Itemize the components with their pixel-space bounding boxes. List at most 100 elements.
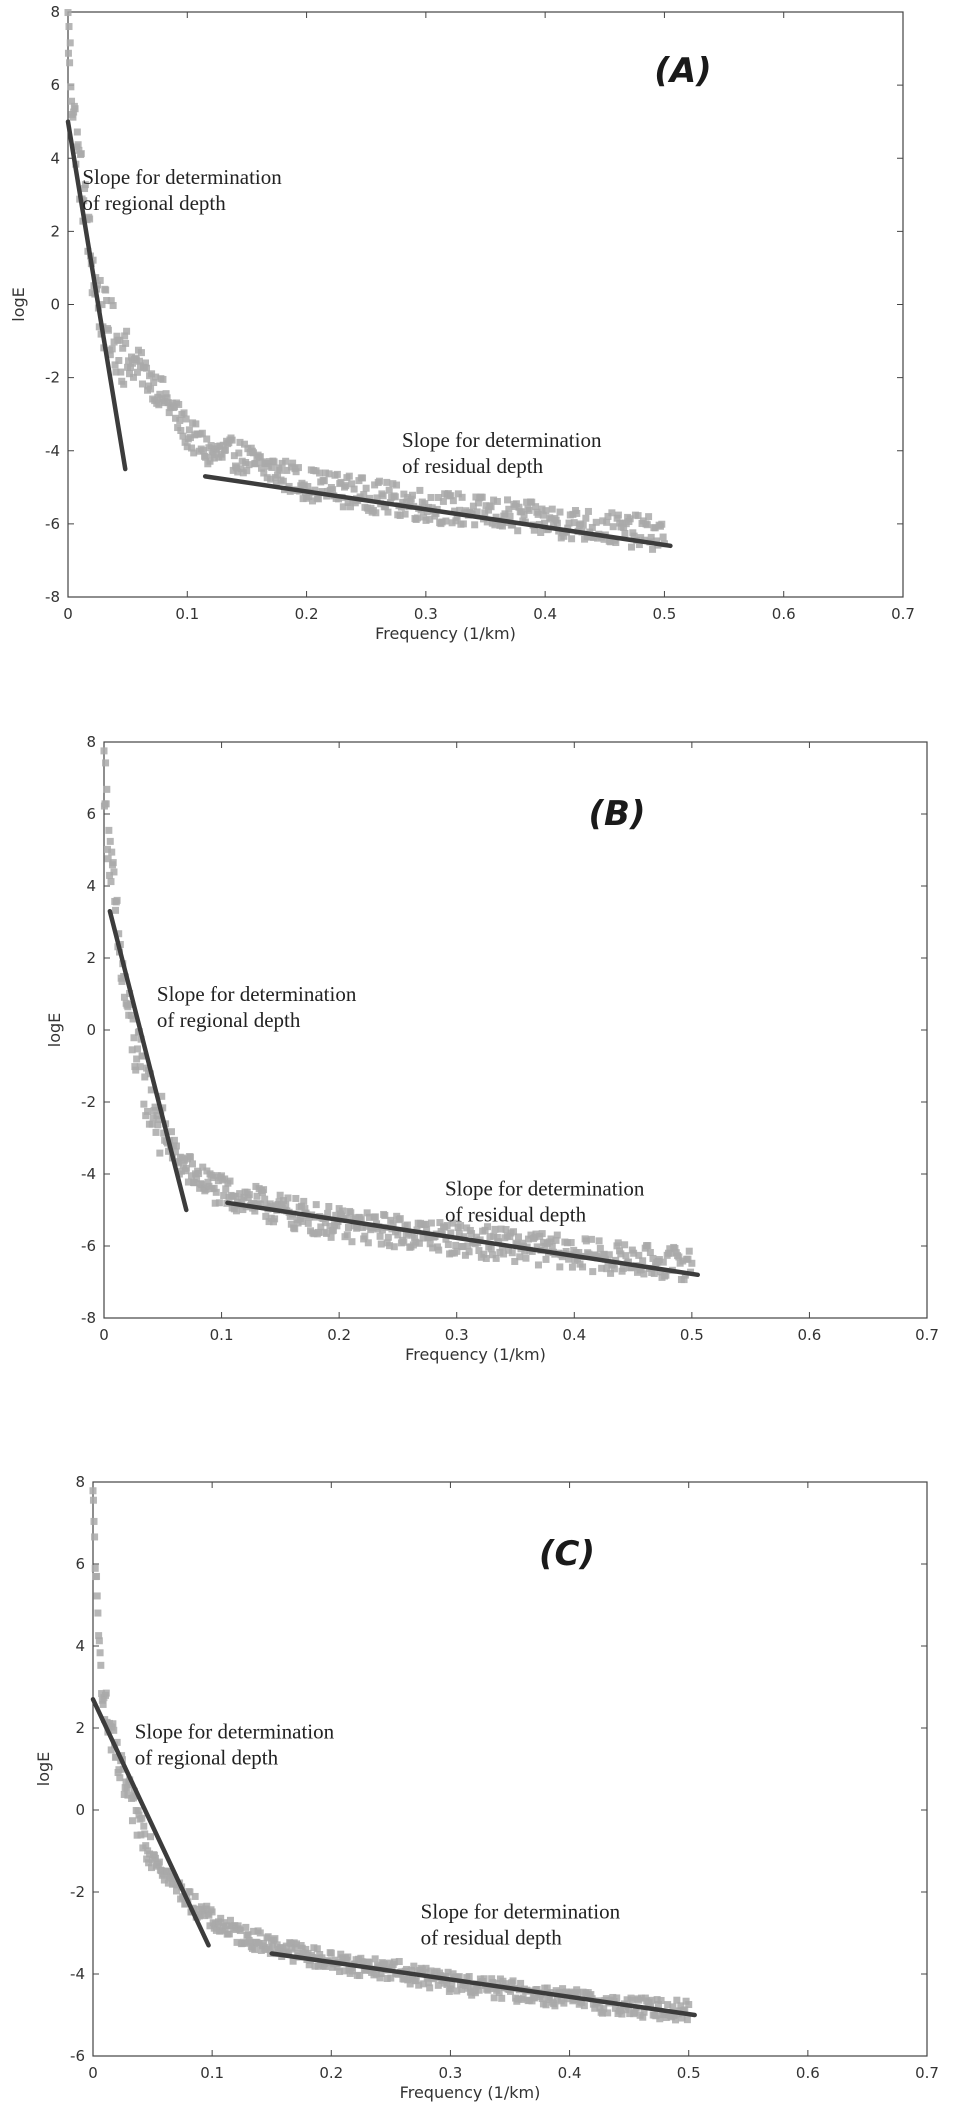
scatter-point: [233, 1938, 241, 1946]
scatter-point: [510, 1228, 518, 1236]
scatter-point: [626, 515, 634, 523]
scatter-point: [176, 416, 184, 424]
scatter-point: [449, 497, 457, 505]
scatter-point: [342, 482, 350, 490]
scatter-point: [291, 1944, 299, 1952]
scatter-point: [551, 2002, 559, 2010]
scatter-point: [121, 332, 129, 340]
scatter-point: [90, 1517, 98, 1525]
scatter-point: [294, 464, 302, 472]
scatter-point: [506, 512, 514, 520]
residual-slope-line: [269, 1951, 697, 2018]
scatter-point: [614, 1239, 622, 1247]
scatter-point: [119, 344, 127, 352]
scatter-point: [95, 1632, 103, 1640]
scatter-point: [386, 1242, 394, 1250]
scatter-point: [317, 1223, 325, 1231]
regional-depth-annotation: Slope for determination of regional depth: [135, 1719, 335, 1769]
scatter-point: [438, 518, 446, 526]
scatter-point: [213, 446, 221, 454]
scatter-point: [222, 1185, 230, 1193]
scatter-point: [552, 1236, 560, 1244]
scatter-point: [171, 1148, 179, 1156]
scatter-point: [444, 1968, 452, 1976]
chart-panel-c: 0 0.1 0.2 0.3 0.4 0.5 0.6 0.7 8 6 4 2 0 -2 -4 -6 Frequen…: [0, 1440, 957, 2120]
scatter-point: [313, 1945, 321, 1953]
scatter-point: [626, 2010, 634, 2018]
scatter-point: [155, 1858, 163, 1866]
scatter-point: [463, 1224, 471, 1232]
scatter-point: [553, 519, 561, 527]
scatter-point: [677, 2002, 685, 2010]
scatter-point: [359, 474, 367, 482]
scatter-point: [556, 1263, 564, 1271]
scatter-point: [588, 523, 596, 531]
scatter-point: [371, 1213, 379, 1221]
scatter-point: [538, 1995, 546, 2003]
scatter-point: [120, 993, 128, 1001]
scatter-point: [276, 1191, 284, 1199]
scatter-point: [146, 1850, 154, 1858]
scatter-point: [427, 494, 435, 502]
scatter-point: [490, 1994, 498, 2002]
scatter-point: [329, 1226, 337, 1234]
y-axis-label: logE: [45, 1013, 64, 1048]
scatter-point: [468, 1991, 476, 1999]
scatter-point: [335, 495, 343, 503]
scatter-point: [126, 370, 134, 378]
scatter-point: [165, 409, 173, 417]
x-tick-label: 0.3: [445, 1326, 469, 1344]
scatter-point: [133, 368, 141, 376]
scatter-point: [484, 1223, 492, 1231]
scatter-point: [95, 1637, 103, 1645]
y-tick-label: -6: [45, 515, 60, 533]
scatter-point: [177, 1167, 185, 1175]
scatter-point: [488, 1975, 496, 1983]
scatter-point: [186, 1153, 194, 1161]
scatter-point: [618, 2010, 626, 2018]
scatter-point: [96, 276, 104, 284]
scatter-point: [399, 498, 407, 506]
scatter-point: [559, 1985, 567, 1993]
chart-a: 0 0.1 0.2 0.3 0.4 0.5 0.6 0.7 8 6 4 2 0 -2 -4 -6 -8 Frequ…: [9, 3, 915, 643]
scatter-point: [573, 1255, 581, 1263]
scatter-point: [436, 1219, 444, 1227]
annotation-line: of regional depth: [82, 191, 226, 215]
scatter-point: [396, 512, 404, 520]
scatter-point: [651, 524, 659, 532]
y-tick-label: -2: [45, 369, 60, 387]
scatter-point: [237, 465, 245, 473]
scatter-point: [371, 481, 379, 489]
y-tick-label: 4: [50, 149, 60, 167]
scatter-point: [359, 1958, 367, 1966]
scatter-point: [106, 351, 114, 359]
scatter-point: [240, 440, 248, 448]
scatter-point: [198, 429, 206, 437]
scatter-point: [186, 434, 194, 442]
scatter-point: [366, 494, 374, 502]
scatter-point: [379, 492, 387, 500]
scatter-point: [455, 1229, 463, 1237]
scatter-point: [127, 363, 135, 371]
scatter-point: [324, 1209, 332, 1217]
y-tick-label: 2: [50, 222, 60, 240]
scatter-point: [425, 1233, 433, 1241]
scatter-point: [148, 370, 156, 378]
scatter-point: [342, 1214, 350, 1222]
scatter-point: [671, 1244, 679, 1252]
scatter-point: [137, 1831, 145, 1839]
scatter-point: [508, 1249, 516, 1257]
scatter-point: [627, 1264, 635, 1272]
scatter-point: [468, 1230, 476, 1238]
scatter-point: [452, 1241, 460, 1249]
scatter-point: [68, 97, 76, 105]
scatter-point: [603, 518, 611, 526]
scatter-point: [506, 1233, 514, 1241]
scatter-point: [637, 1994, 645, 2002]
scatter-point: [618, 519, 626, 527]
scatter-point: [531, 1994, 539, 2002]
regional-depth-annotation: Slope for determination of regional depth: [157, 982, 357, 1032]
scatter-point: [337, 478, 345, 486]
scatter-point: [505, 1246, 513, 1254]
scatter-point: [420, 1980, 428, 1988]
